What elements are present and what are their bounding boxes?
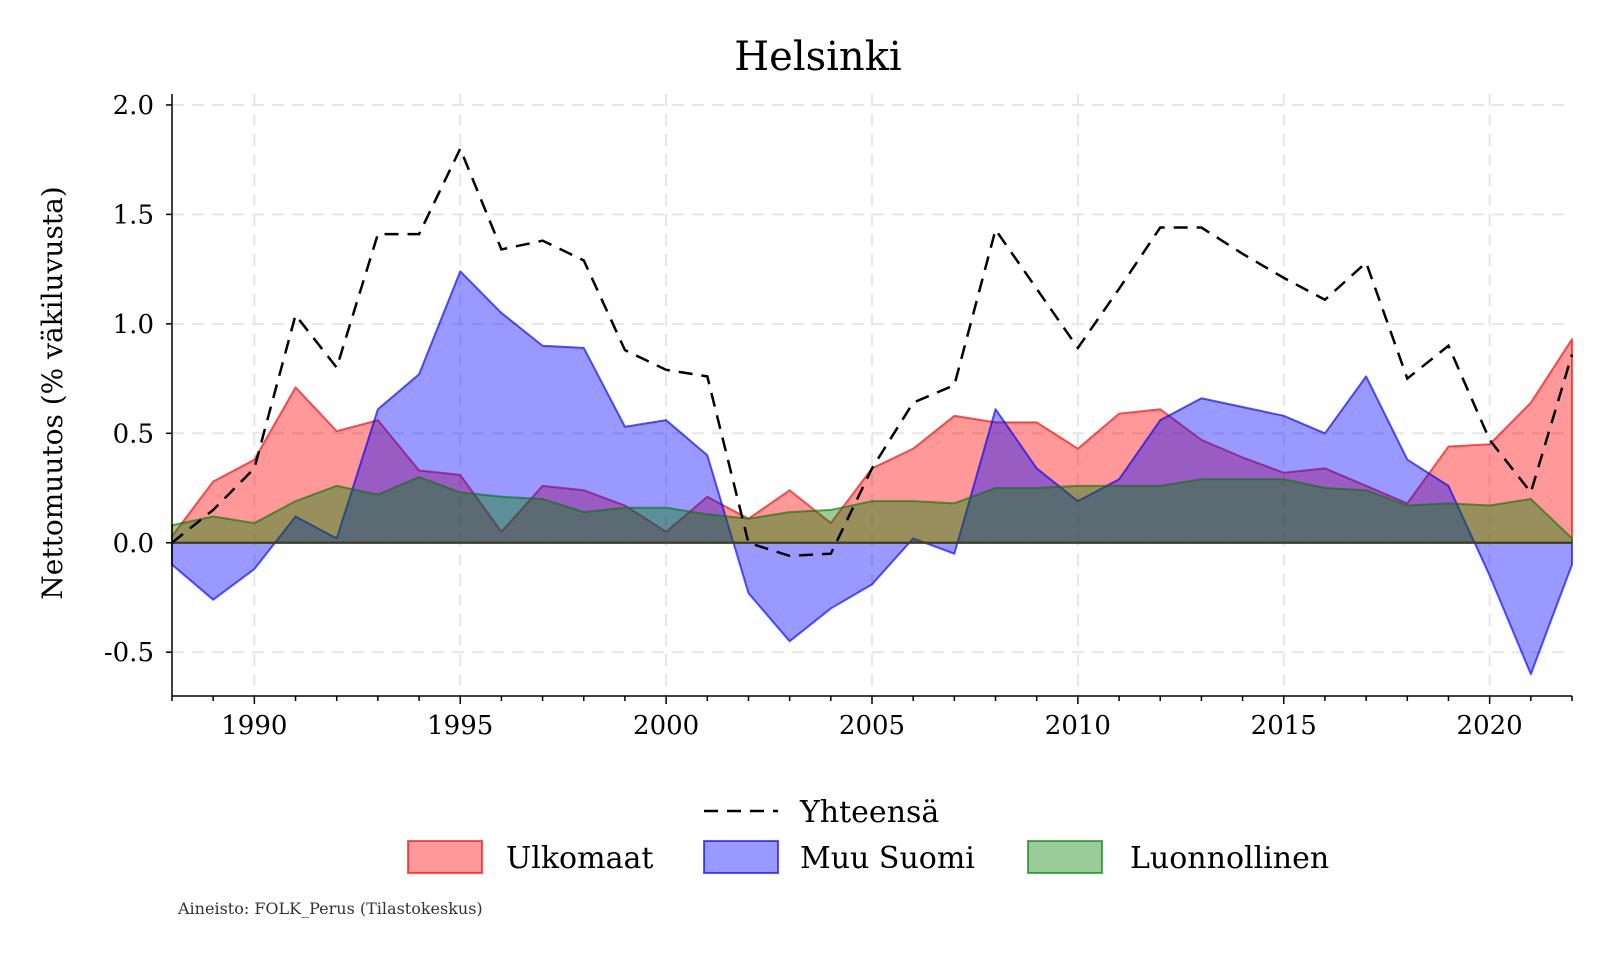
legend-label-luonnollinen: Luonnollinen <box>1130 841 1329 876</box>
y-tick-label: 2.0 <box>113 91 154 121</box>
legend-label-ulkomaat: Ulkomaat <box>506 841 653 876</box>
y-tick-label: 1.5 <box>113 200 154 230</box>
x-tick-label: 2010 <box>1045 711 1111 741</box>
grid <box>172 94 1572 696</box>
tick-labels: -0.5 0.0 0.5 1.0 1.5 2.0 1990 1995 2000 2005 2010 2… <box>104 91 1523 741</box>
x-tick-label: 2000 <box>633 711 699 741</box>
x-tick-label: 2005 <box>839 711 905 741</box>
axes <box>166 94 1573 704</box>
legend-label-yhteensa: Yhteensä <box>799 795 939 830</box>
x-tick-label: 1995 <box>427 711 493 741</box>
legend-key-muu-suomi <box>703 840 779 874</box>
chart-title: Helsinki <box>734 34 901 80</box>
legend: Yhteensä Ulkomaat Muu Suomi Luonnollinen <box>407 795 1329 876</box>
line-yhteensa <box>171 145 1574 558</box>
y-axis-label: Nettomuutos (% väkiluvusta) <box>36 186 69 599</box>
line-series <box>171 145 1574 558</box>
x-tick-label: 2020 <box>1457 711 1523 741</box>
y-tick-label: 1.0 <box>113 310 154 340</box>
area-ulkomaat <box>171 338 1573 544</box>
x-tick-label: 2015 <box>1251 711 1317 741</box>
area-luonnollinen <box>171 476 1573 544</box>
x-tick-label: 1990 <box>221 711 287 741</box>
y-tick-label: -0.5 <box>104 638 154 668</box>
legend-label-muu-suomi: Muu Suomi <box>800 841 975 876</box>
legend-key-luonnollinen <box>1027 840 1103 874</box>
y-tick-label: 0.5 <box>113 419 154 449</box>
y-tick-label: 0.0 <box>113 529 154 559</box>
legend-key-ulkomaat <box>407 840 483 874</box>
area-muu-suomi <box>171 270 1573 676</box>
source-note: Aineisto: FOLK_Perus (Tilastokeskus) <box>177 899 483 918</box>
area-series <box>171 270 1573 676</box>
